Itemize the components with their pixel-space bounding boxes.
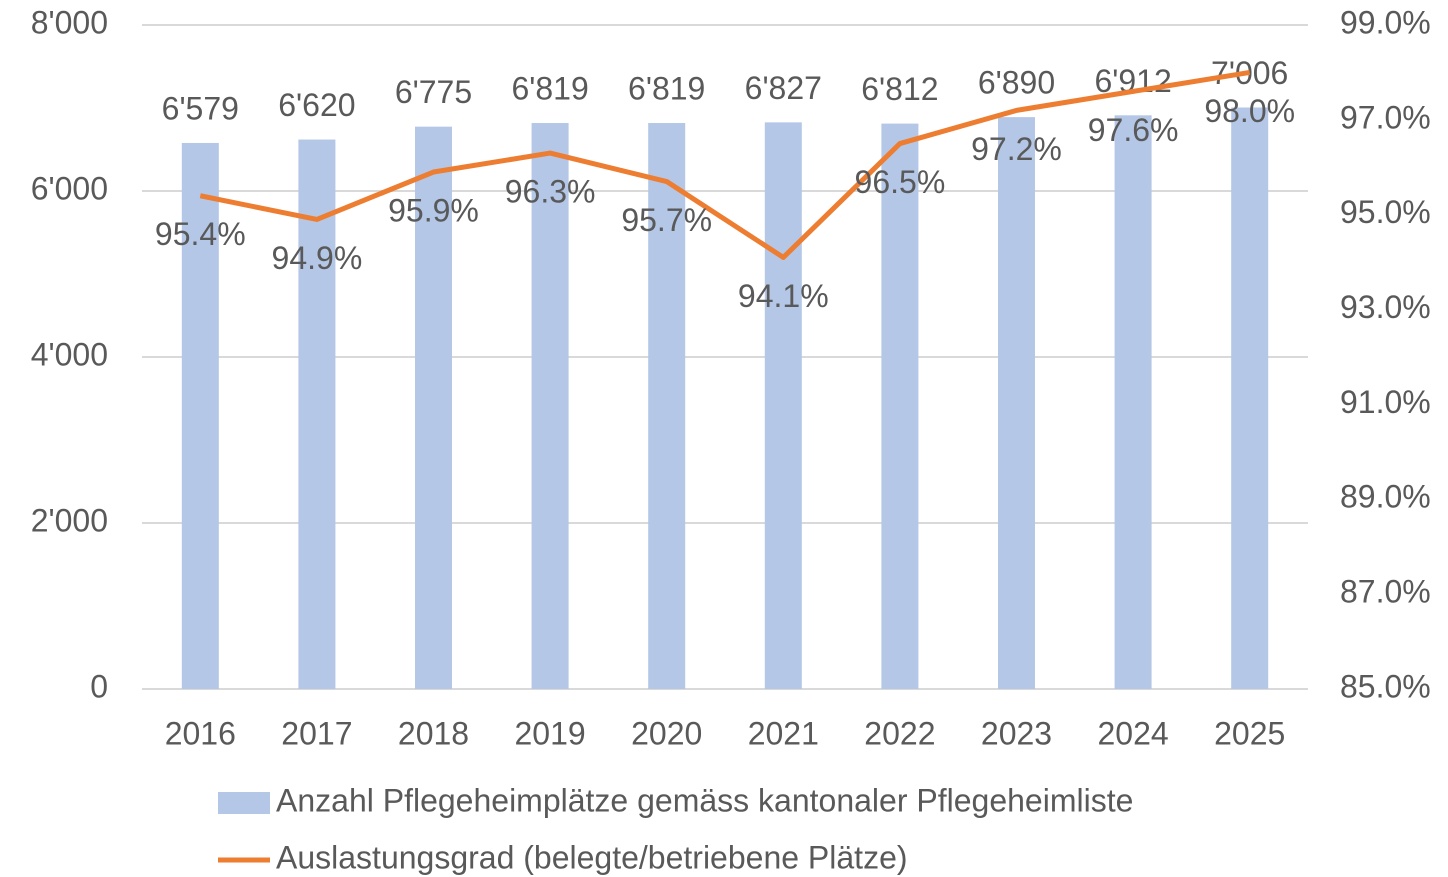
legend-label: Anzahl Pflegeheimplätze gemäss kantonale… — [276, 782, 1133, 818]
bar — [881, 123, 919, 689]
x-tick-label: 2021 — [748, 715, 819, 751]
bar — [181, 142, 219, 689]
y2-tick-label: 91.0% — [1340, 384, 1431, 420]
line-value-label: 95.9% — [388, 192, 479, 228]
line-value-label: 95.4% — [155, 216, 246, 252]
line-value-label: 96.3% — [505, 174, 596, 210]
y2-tick-label: 99.0% — [1340, 4, 1431, 40]
bar-value-label: 6'812 — [861, 71, 938, 107]
line-value-label: 94.1% — [738, 278, 829, 314]
x-tick-label: 2024 — [1098, 715, 1169, 751]
x-tick-label: 2018 — [398, 715, 469, 751]
bar-value-label: 6'890 — [978, 65, 1055, 101]
bar — [648, 123, 686, 689]
y2-tick-label: 89.0% — [1340, 479, 1431, 515]
legend-swatch — [218, 792, 270, 814]
y2-tick-label: 95.0% — [1340, 194, 1431, 230]
line-value-label: 98.0% — [1204, 93, 1295, 129]
y-tick-label: 6'000 — [31, 170, 108, 206]
bar-value-label: 6'579 — [162, 90, 239, 126]
x-tick-label: 2016 — [165, 715, 236, 751]
y2-tick-label: 97.0% — [1340, 99, 1431, 135]
y-tick-label: 2'000 — [31, 502, 108, 538]
x-tick-label: 2023 — [981, 715, 1052, 751]
x-tick-label: 2019 — [515, 715, 586, 751]
line — [199, 69, 1251, 260]
y2-tick-label: 85.0% — [1340, 668, 1431, 704]
line-value-label: 96.5% — [855, 164, 946, 200]
y-tick-label: 8'000 — [31, 4, 108, 40]
x-tick-label: 2017 — [281, 715, 352, 751]
bar — [1114, 115, 1152, 689]
y2-tick-label: 87.0% — [1340, 574, 1431, 610]
line-value-label: 97.6% — [1088, 112, 1179, 148]
line-value-label: 97.2% — [971, 131, 1062, 167]
bar — [298, 139, 336, 690]
bar-value-label: 6'827 — [745, 70, 822, 106]
bar — [415, 126, 452, 690]
y2-tick-label: 93.0% — [1340, 289, 1431, 325]
x-tick-label: 2025 — [1214, 715, 1285, 751]
line-value-label: 95.7% — [621, 202, 712, 238]
bar — [531, 123, 569, 689]
bar-value-label: 6'819 — [511, 70, 588, 106]
y-tick-label: 4'000 — [31, 336, 108, 372]
bar-value-label: 6'775 — [395, 74, 472, 110]
bar — [998, 117, 1035, 689]
line-value-label: 94.9% — [272, 240, 363, 276]
y-tick-label: 0 — [90, 668, 108, 704]
x-tick-label: 2022 — [864, 715, 935, 751]
bar — [764, 122, 802, 689]
x-tick-label: 2020 — [631, 715, 702, 751]
bar-value-label: 6'620 — [278, 87, 355, 123]
bar-value-label: 6'819 — [628, 70, 705, 106]
legend-label: Auslastungsgrad (belegte/betriebene Plät… — [276, 839, 908, 875]
bar — [1231, 107, 1269, 689]
